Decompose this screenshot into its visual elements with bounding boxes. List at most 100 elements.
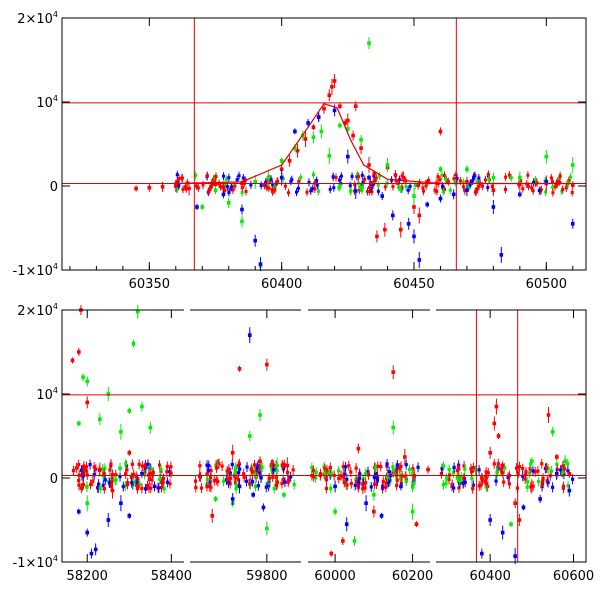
noise-point — [216, 479, 220, 484]
noise-point — [436, 175, 440, 179]
data-point — [451, 192, 456, 197]
noise-point — [219, 185, 223, 189]
x-tick-label: 60400 — [469, 569, 510, 584]
noise-point — [309, 189, 313, 193]
data-point — [160, 185, 165, 189]
noise-point — [485, 481, 489, 485]
noise-point — [523, 477, 527, 481]
noise-point — [504, 175, 508, 179]
noise-point — [363, 481, 368, 485]
noise-point — [151, 470, 155, 475]
noise-point — [92, 473, 96, 477]
noise-point — [395, 463, 399, 467]
noise-point — [440, 466, 444, 471]
noise-point — [349, 482, 353, 486]
data-point — [226, 201, 231, 205]
noise-point — [459, 475, 463, 479]
noise-point — [183, 185, 187, 189]
data-point — [401, 175, 406, 180]
data-point — [346, 127, 350, 131]
plot-frame — [61, 17, 587, 271]
noise-point — [507, 173, 511, 177]
noise-point — [462, 464, 466, 468]
noise-point — [281, 466, 286, 470]
noise-point — [357, 481, 361, 485]
noise-point — [463, 480, 467, 484]
noise-point — [484, 474, 488, 479]
data-point — [330, 85, 334, 89]
data-point — [147, 185, 152, 190]
noise-point — [221, 479, 226, 483]
noise-point — [114, 473, 118, 477]
data-point — [148, 472, 153, 476]
noise-point — [549, 176, 553, 180]
data-point — [480, 551, 484, 556]
noise-point — [313, 187, 317, 191]
data-point — [343, 121, 347, 125]
noise-point — [289, 475, 293, 479]
noise-point — [368, 180, 372, 184]
noise-point — [470, 476, 474, 480]
data-point — [417, 258, 422, 262]
noise-point — [77, 483, 81, 487]
noise-point — [341, 475, 345, 479]
data-point — [333, 509, 337, 514]
noise-point — [85, 473, 89, 477]
noise-point — [360, 185, 364, 189]
baseline-noise — [71, 458, 575, 494]
data-point — [329, 551, 334, 556]
data-point — [346, 118, 350, 123]
data-point — [406, 222, 411, 226]
data-point — [403, 455, 407, 459]
data-point — [333, 484, 337, 489]
noise-point — [208, 187, 212, 191]
noise-point — [366, 470, 370, 474]
noise-point — [471, 487, 475, 491]
data-point — [253, 238, 257, 243]
noise-point — [470, 470, 474, 474]
noise-point — [370, 190, 374, 194]
noise-point — [404, 479, 408, 483]
data-point — [530, 459, 534, 463]
data-point — [85, 379, 90, 384]
data-point — [85, 400, 90, 405]
data-point — [161, 480, 165, 484]
noise-point — [421, 186, 425, 190]
noise-point — [444, 481, 448, 485]
noise-point — [165, 480, 170, 484]
data-point — [398, 227, 403, 232]
noise-point — [502, 480, 506, 484]
data-point — [438, 167, 443, 171]
data-point — [285, 463, 290, 468]
noise-point — [472, 174, 476, 178]
noise-point — [404, 463, 408, 467]
noise-point — [297, 179, 301, 183]
noise-point — [91, 479, 95, 483]
noise-point — [492, 462, 496, 466]
noise-point — [311, 468, 316, 473]
data-point — [127, 409, 132, 413]
y-tick-label: 0 — [50, 180, 58, 195]
noise-point — [526, 184, 530, 188]
noise-point — [205, 463, 209, 467]
noise-point — [291, 468, 295, 472]
noise-point — [416, 465, 420, 469]
noise-point — [519, 179, 523, 183]
noise-point — [209, 485, 213, 489]
noise-point — [458, 479, 462, 483]
noise-point — [307, 180, 311, 184]
noise-point — [250, 480, 255, 484]
noise-point — [74, 466, 78, 470]
noise-point — [221, 185, 225, 189]
noise-point — [355, 175, 359, 179]
data-point — [134, 186, 138, 191]
noise-point — [487, 178, 491, 182]
noise-point — [124, 462, 128, 466]
noise-point — [159, 467, 163, 472]
noise-point — [123, 484, 127, 488]
noise-point — [562, 472, 566, 476]
bottom-panel: 58200 58400 59800 60000 60200 60400 60600 2×104… — [13, 302, 595, 584]
series-blue — [77, 327, 572, 565]
noise-point — [228, 482, 232, 486]
noise-point — [566, 484, 570, 488]
